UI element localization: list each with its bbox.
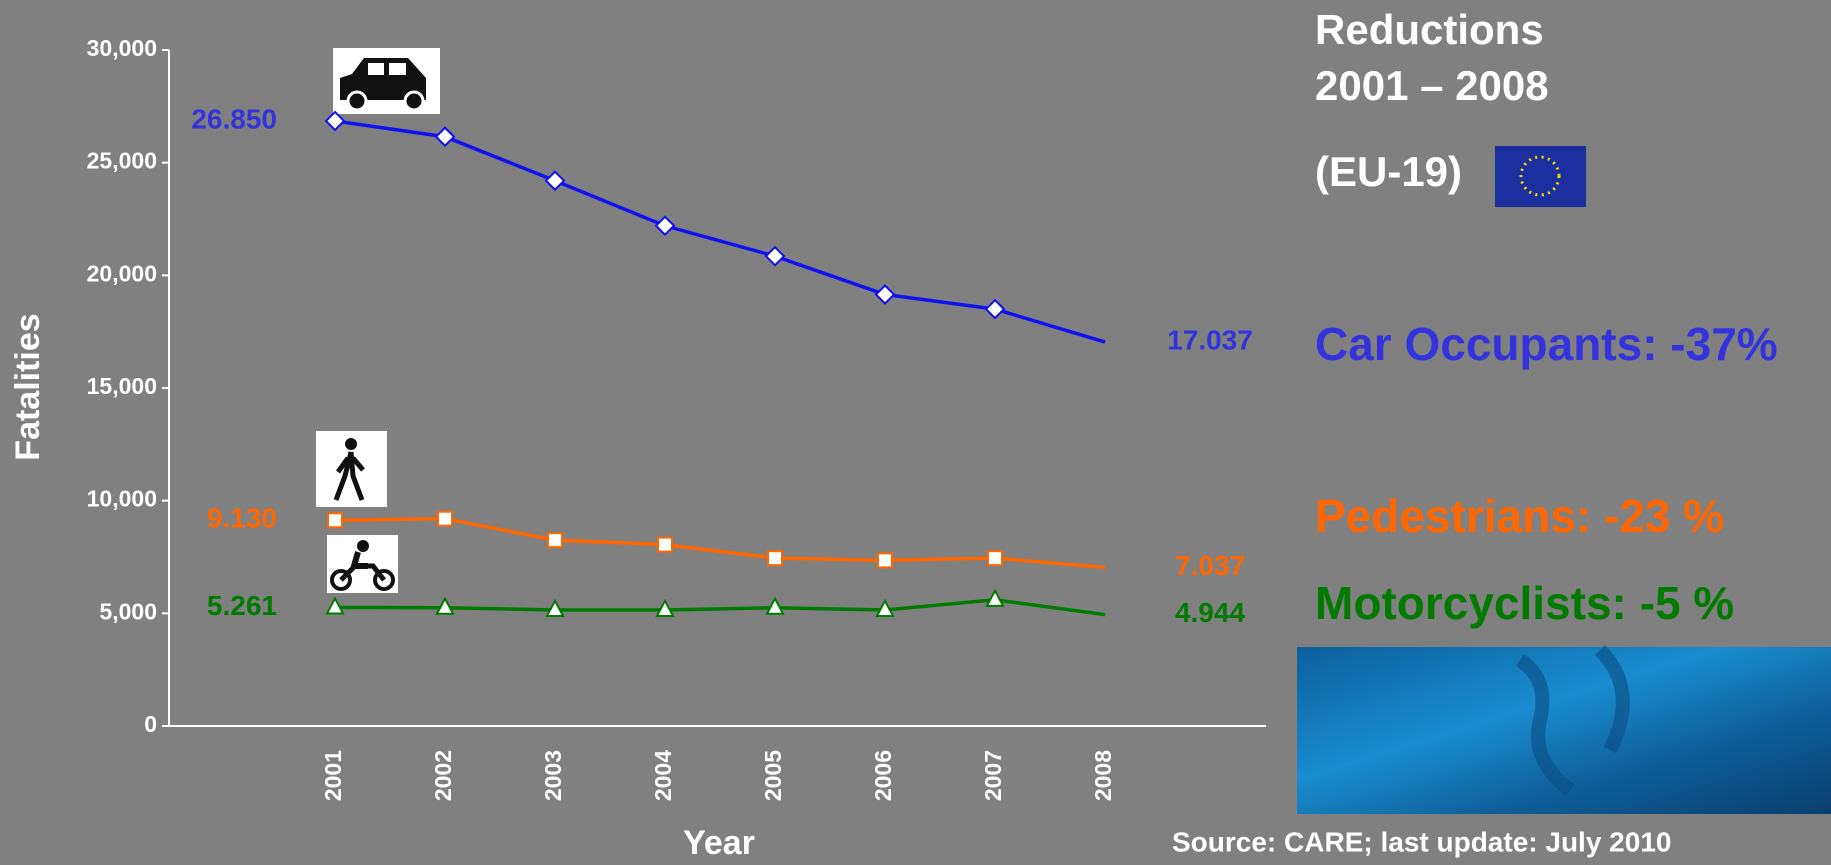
marker [328,513,342,527]
data-label: 7.037 [1175,550,1245,581]
data-label: 4.944 [1175,597,1245,628]
legend-entry: Car Occupants: -37% [1315,318,1778,370]
y-tick-label: 25,000 [87,148,157,174]
motorcycle-icon [327,535,398,593]
marker [438,512,452,526]
data-label: 17.037 [1167,324,1253,355]
x-tick-label: 2003 [540,750,566,801]
car-icon [333,48,440,114]
subtitle: 2001 – 2008 [1315,62,1549,109]
data-label: 9.130 [207,503,277,534]
marker [876,285,894,303]
x-axis-label: Year [683,824,755,862]
legend-entry: Motorcyclists: -5 % [1315,577,1734,629]
chart: Reductions 2001 – 2008 (EU-19) Fatalitie… [0,0,1831,865]
legend-entry: Pedestrians: -23 % [1315,490,1724,542]
marker [656,217,674,235]
y-tick-label: 5,000 [99,598,157,624]
y-tick-label: 30,000 [87,35,157,61]
title: Reductions [1315,6,1544,53]
x-tick-label: 2002 [430,750,456,801]
y-tick-label: 15,000 [87,373,157,399]
x-tick-label: 2006 [870,750,896,801]
marker [766,247,784,265]
eu-flag [1495,146,1586,207]
pedestrian-icon [316,431,387,507]
x-tick-label: 2005 [760,750,786,801]
y-tick-label: 0 [144,711,157,737]
marker [878,553,892,567]
marker [988,551,1002,565]
x-tick-label: 2008 [1090,750,1116,801]
marker [986,300,1004,318]
y-tick-label: 10,000 [87,486,157,512]
data-label: 5.261 [207,590,277,621]
marker [768,551,782,565]
x-tick-label: 2007 [980,750,1006,801]
marker [987,591,1003,606]
marker [326,112,344,130]
y-tick-label: 20,000 [87,260,157,286]
marker [658,538,672,552]
data-label: 26.850 [191,103,277,134]
x-tick-label: 2001 [320,750,346,801]
marker [436,128,454,146]
x-tick-label: 2004 [650,750,676,801]
source: Source: CARE; last update: July 2010 [1172,826,1671,857]
region: (EU-19) [1315,148,1462,195]
marker [548,533,562,547]
marker [546,172,564,190]
y-axis-label: Fatalities [9,313,47,460]
